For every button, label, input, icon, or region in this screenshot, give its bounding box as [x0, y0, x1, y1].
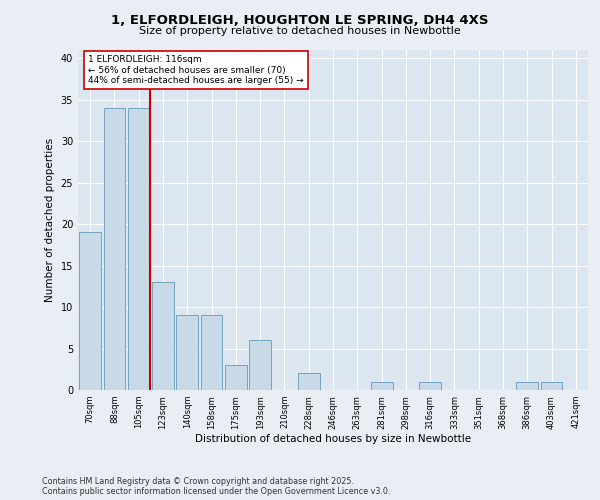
Bar [517, 382, 538, 390]
Bar [152, 282, 174, 390]
Bar [371, 382, 392, 390]
Bar [298, 374, 320, 390]
Text: 1 ELFORDLEIGH: 116sqm
← 56% of detached houses are smaller (70)
44% of semi-deta: 1 ELFORDLEIGH: 116sqm ← 56% of detached … [88, 55, 304, 85]
Bar [200, 316, 223, 390]
Bar [419, 382, 441, 390]
Text: Size of property relative to detached houses in Newbottle: Size of property relative to detached ho… [139, 26, 461, 36]
X-axis label: Distribution of detached houses by size in Newbottle: Distribution of detached houses by size … [195, 434, 471, 444]
Bar [541, 382, 562, 390]
Bar [128, 108, 149, 390]
Bar [104, 108, 125, 390]
Bar [225, 365, 247, 390]
Text: Contains HM Land Registry data © Crown copyright and database right 2025.
Contai: Contains HM Land Registry data © Crown c… [42, 476, 391, 496]
Bar [249, 340, 271, 390]
Bar [79, 232, 101, 390]
Y-axis label: Number of detached properties: Number of detached properties [45, 138, 55, 302]
Bar [176, 316, 198, 390]
Text: 1, ELFORDLEIGH, HOUGHTON LE SPRING, DH4 4XS: 1, ELFORDLEIGH, HOUGHTON LE SPRING, DH4 … [111, 14, 489, 27]
